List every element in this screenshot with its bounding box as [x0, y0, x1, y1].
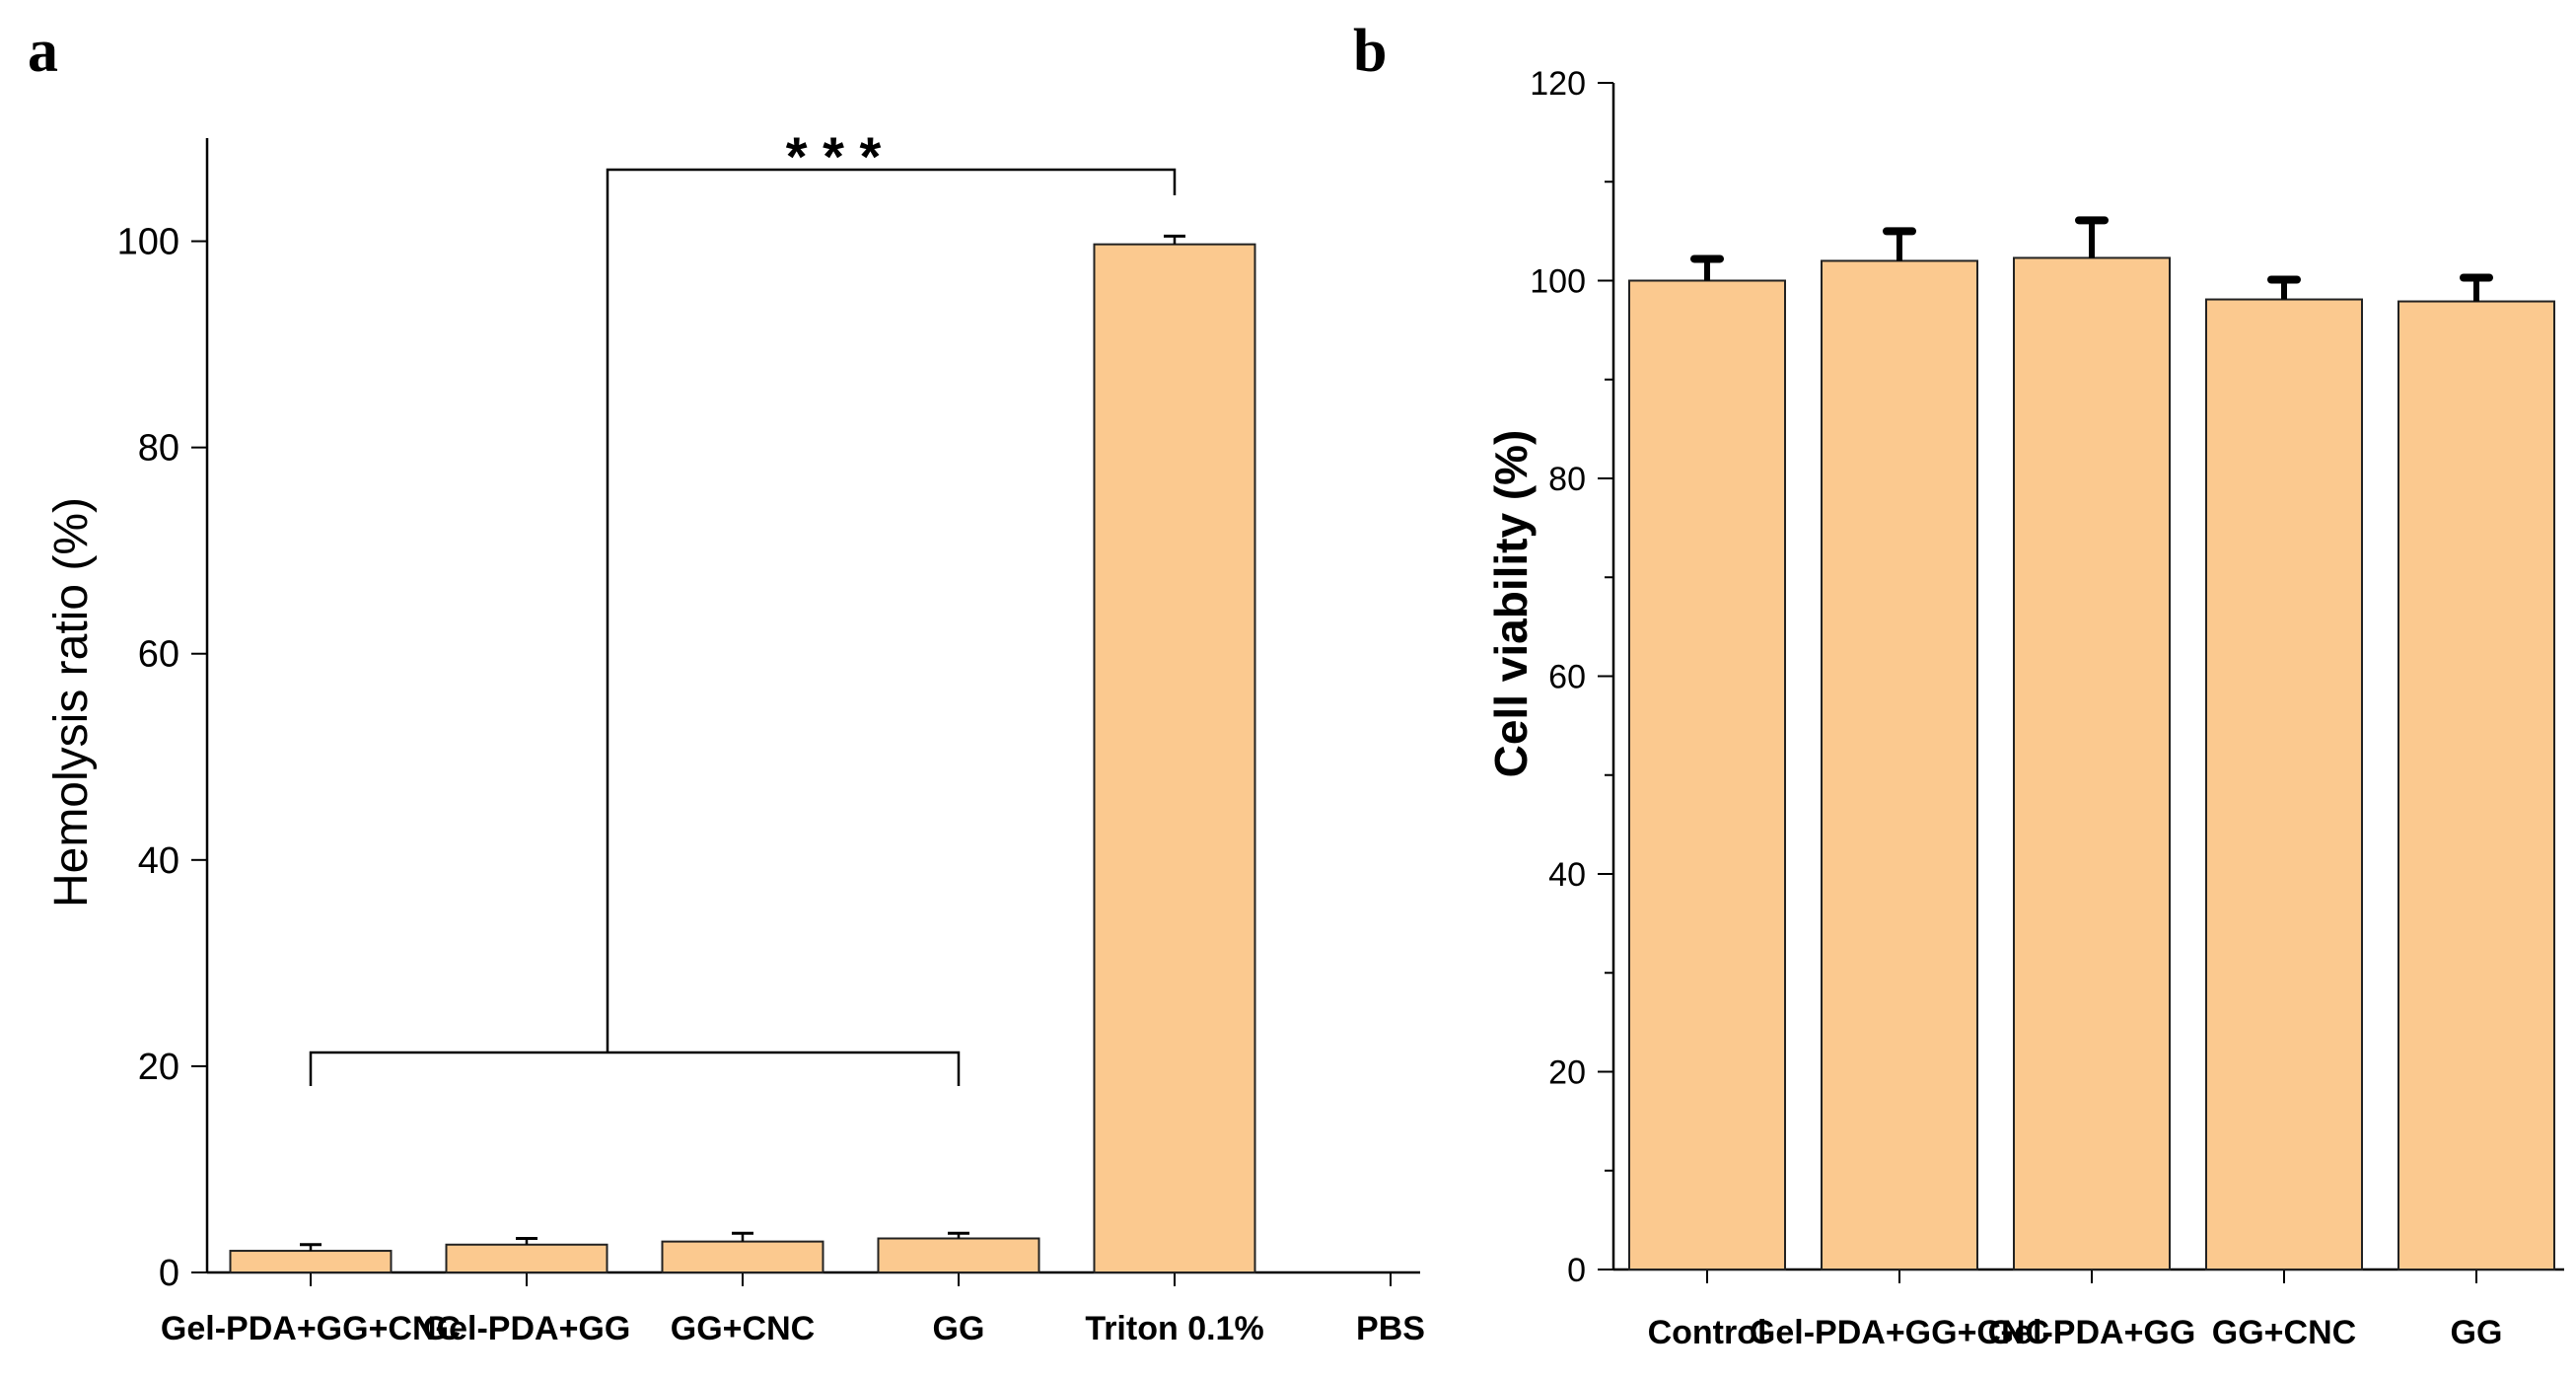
y-tick-label: 20	[1548, 1054, 1586, 1092]
panel-label-a: a	[28, 18, 58, 85]
y-tick-label: 100	[117, 222, 179, 263]
x-tick-label: Gel-PDA+GG+CNC	[161, 1310, 461, 1347]
x-tick-label: PBS	[1356, 1310, 1425, 1347]
x-tick-label: Gel-PDA+GG+CNC	[1750, 1314, 2049, 1351]
x-tick-label: Control	[1648, 1314, 1767, 1351]
y-tick-label: 120	[1530, 65, 1586, 103]
bar	[877, 1237, 1040, 1273]
y-tick-label: 0	[1567, 1252, 1586, 1289]
y-axis-label-hemolysis: Hemolysis ratio (%)	[45, 497, 98, 907]
significance-stars: * * *	[786, 125, 882, 187]
y-tick-label: 40	[1548, 856, 1586, 894]
y-tick-label: 40	[138, 840, 179, 882]
bar	[1821, 259, 1978, 1270]
chart-cell-viability: 0 20 40 60 80 100 120 ControlGel-PDA+GG+CNCGel-…	[1530, 65, 2564, 1351]
bar	[2013, 256, 2171, 1270]
bar	[1628, 279, 1786, 1270]
bar	[229, 1250, 393, 1273]
bracket-group	[309, 1051, 961, 1086]
bracket-comparison	[606, 168, 1177, 1052]
panel-label-b: b	[1353, 18, 1387, 85]
x-tick-label: Triton 0.1%	[1085, 1310, 1263, 1347]
x-tick-label: GG	[933, 1310, 985, 1347]
x-tick-label: GG	[2451, 1314, 2503, 1351]
bar	[2205, 298, 2363, 1270]
y-tick-label: 60	[1548, 659, 1586, 696]
x-tick-label: Gel-PDA+GG	[1988, 1314, 2196, 1351]
x-tick-label: GG+CNC	[2212, 1314, 2356, 1351]
y-tick-label: 100	[1530, 263, 1586, 301]
y-tick-label: 80	[1548, 461, 1586, 498]
y-axis-label-viability: Cell viability (%)	[1485, 430, 1537, 778]
bar	[661, 1240, 824, 1273]
bar	[445, 1243, 608, 1273]
y-tick-label: 80	[138, 428, 179, 470]
y-tick-label: 0	[159, 1253, 179, 1294]
bar	[1093, 243, 1256, 1274]
y-tick-label: 20	[138, 1047, 179, 1088]
y-tick-label: 60	[138, 634, 179, 676]
x-tick-label: GG+CNC	[671, 1310, 815, 1347]
x-tick-label: Gel-PDA+GG	[423, 1310, 631, 1347]
bar	[2397, 300, 2555, 1270]
